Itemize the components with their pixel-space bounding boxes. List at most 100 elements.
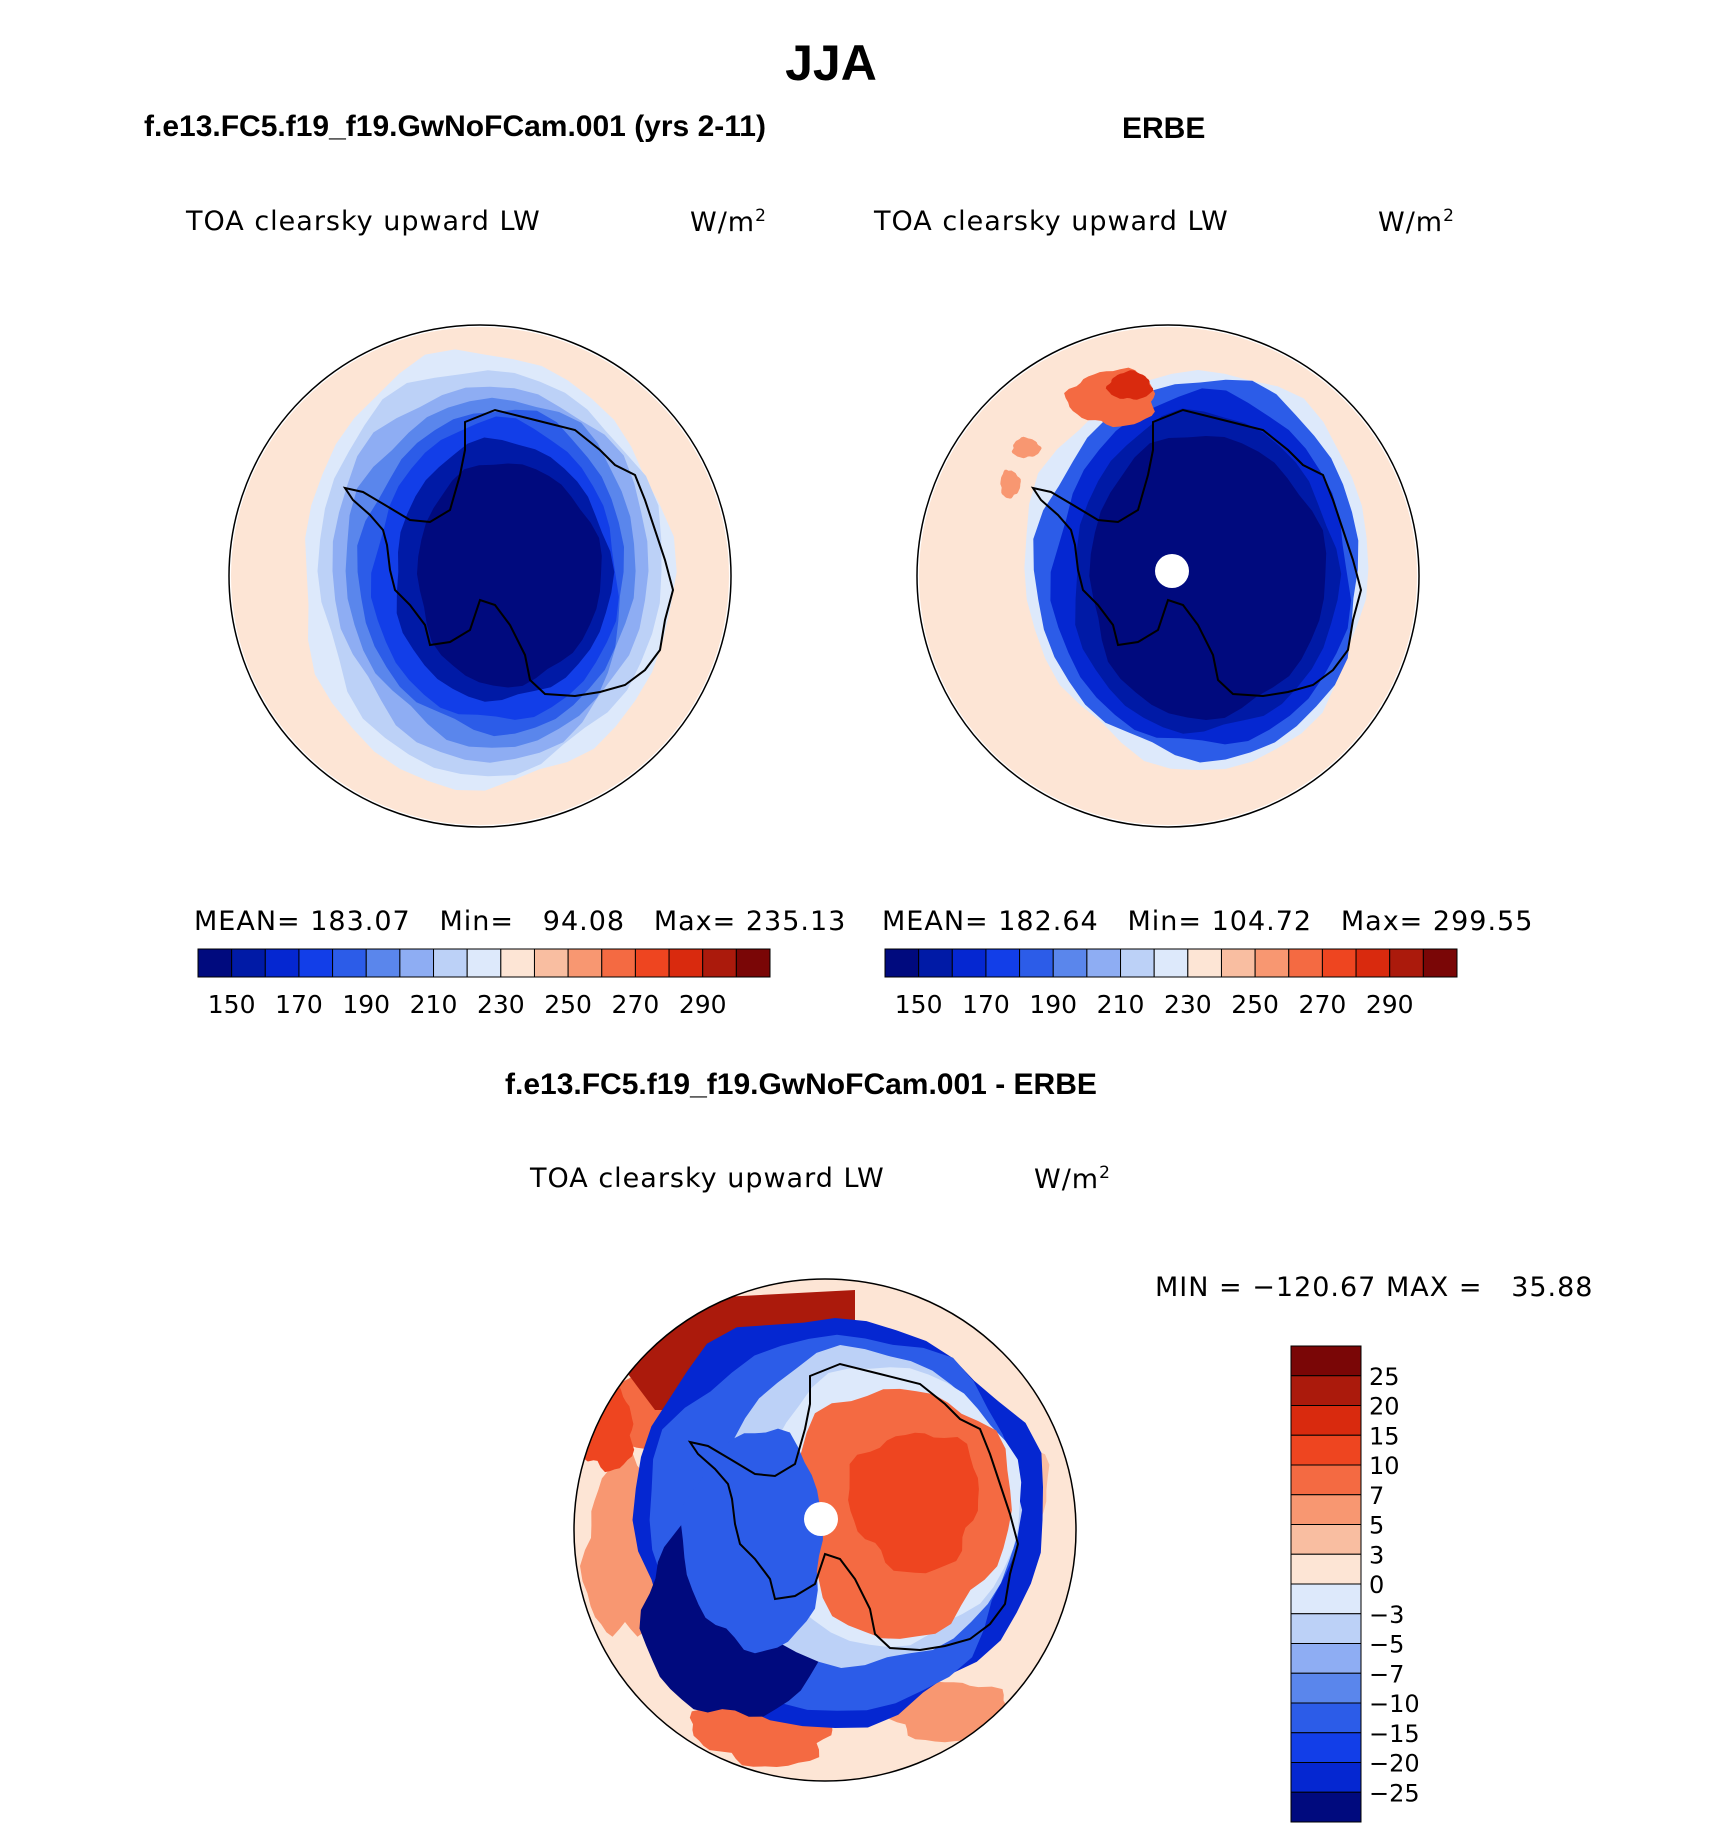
contour-high-250: [1000, 469, 1021, 499]
colorbar-tick-label: 270: [612, 990, 660, 1019]
contour-band-140: [1089, 436, 1327, 720]
colorbar-box: [1290, 1791, 1362, 1823]
contour-band--15: [848, 1432, 979, 1574]
panel-model-variable: TOA clearsky upward LW: [186, 206, 541, 237]
colorbar-box: [1290, 1345, 1362, 1377]
colorbar-box: [1290, 1524, 1362, 1555]
coastline: [1030, 408, 1363, 698]
panel-obs-stats: MEAN= 182.64 Min= 104.72 Max= 299.55: [882, 906, 1534, 937]
colorbar-box: [1290, 1375, 1362, 1406]
colorbar-box: [1290, 1702, 1362, 1734]
colorbar-tick-label: 210: [410, 990, 458, 1019]
colorbar-box: [533, 948, 569, 978]
panel-diff-units: W/m2: [1034, 1163, 1111, 1195]
map-panel-1: [916, 324, 1420, 828]
panel-diff-stats: MIN = −120.67 MAX = 35.88: [1155, 1272, 1594, 1303]
colorbar-0: 150 170 190 210 230 250 270 290: [197, 948, 771, 1019]
colorbar-tick-label: 250: [544, 990, 592, 1019]
colorbar-box: [231, 948, 266, 978]
colorbar-box: [1288, 948, 1323, 978]
colorbar-tick-label: 10: [1369, 1452, 1400, 1480]
colorbar-box: [884, 948, 920, 978]
colorbar-box: [735, 948, 771, 978]
map-border: [916, 324, 1420, 828]
panel-diff-variable: TOA clearsky upward LW: [530, 1163, 885, 1194]
colorbar-box: [500, 948, 535, 978]
panel-diff-header: f.e13.FC5.f19_f19.GwNoFCam.001 - ERBE: [505, 1068, 1097, 1101]
colorbar-tick-label: 230: [1164, 990, 1212, 1019]
panel-model-units: W/m2: [690, 206, 767, 238]
colorbar-box: [1290, 1583, 1362, 1615]
colorbar-tick-label: −3: [1369, 1601, 1404, 1629]
colorbar-box: [365, 948, 401, 978]
colorbar-box: [634, 948, 670, 978]
colorbar-box: [1086, 948, 1122, 978]
colorbar-box: [1052, 948, 1088, 978]
colorbar-tick-label: 20: [1369, 1393, 1400, 1421]
colorbar-box: [1290, 1494, 1362, 1525]
colorbar-box: [264, 948, 300, 978]
colorbar-box: [702, 948, 737, 978]
colorbar-tick-label: −20: [1369, 1750, 1420, 1778]
colorbar-box: [1422, 948, 1458, 978]
colorbar-box: [1389, 948, 1424, 978]
panel-obs-variable: TOA clearsky upward LW: [874, 206, 1229, 237]
colorbar-box: [1290, 1762, 1362, 1793]
colorbar-tick-label: 0: [1369, 1571, 1384, 1599]
colorbar-box: [1019, 948, 1054, 978]
colorbar-box: [1187, 948, 1222, 978]
colorbar-tick-label: −7: [1369, 1660, 1404, 1688]
colorbar-tick-label: 7: [1369, 1482, 1384, 1510]
colorbar-box: [197, 948, 233, 978]
map-panel-2: [573, 1278, 1077, 1782]
colorbar-tick-label: 25: [1369, 1363, 1400, 1391]
colorbar-box: [951, 948, 987, 978]
colorbar-box: [1220, 948, 1256, 978]
colorbar-tick-label: 270: [1299, 990, 1347, 1019]
colorbar-tick-label: 150: [208, 990, 256, 1019]
colorbar-box: [567, 948, 603, 978]
missing-pole: [1155, 554, 1189, 588]
colorbar-box: [1290, 1672, 1362, 1704]
colorbar-box: [298, 948, 334, 978]
colorbar-tick-label: 230: [477, 990, 525, 1019]
colorbar-box: [668, 948, 704, 978]
coastline: [687, 1362, 1020, 1652]
colorbar-box: [466, 948, 502, 978]
panel-obs-units: W/m2: [1378, 206, 1455, 238]
colorbar-tick-label: 190: [1029, 990, 1077, 1019]
colorbar-tick-label: −10: [1369, 1690, 1420, 1718]
colorbar-tick-label: 210: [1097, 990, 1145, 1019]
contour-band-140: [417, 463, 602, 688]
colorbar-box: [601, 948, 636, 978]
colorbar-box: [1120, 948, 1155, 978]
colorbar-box: [433, 948, 468, 978]
colorbar-tick-label: 290: [679, 990, 727, 1019]
colorbar-box: [918, 948, 953, 978]
colorbar-1: 150 170 190 210 230 250 270 290: [884, 948, 1458, 1019]
colorbar-box: [1321, 948, 1357, 978]
colorbar-box: [1290, 1464, 1362, 1496]
colorbar-box: [399, 948, 435, 978]
colorbar-tick-label: −5: [1369, 1631, 1404, 1659]
colorbar-tick-label: 250: [1231, 990, 1279, 1019]
colorbar-box: [1290, 1405, 1362, 1436]
colorbar-box: [1290, 1613, 1362, 1644]
panel-model-stats: MEAN= 183.07 Min= 94.08 Max= 235.13: [194, 906, 847, 937]
colorbar-tick-label: 170: [962, 990, 1010, 1019]
colorbar-box: [985, 948, 1021, 978]
colorbar-box: [1290, 1434, 1362, 1466]
colorbar-tick-label: −25: [1369, 1779, 1420, 1807]
colorbar-tick-label: 3: [1369, 1541, 1384, 1569]
colorbar-tick-label: −15: [1369, 1720, 1420, 1748]
colorbar-tick-label: 5: [1369, 1512, 1384, 1540]
colorbar-tick-label: 170: [275, 990, 323, 1019]
panel-obs-header: ERBE: [1122, 112, 1206, 145]
colorbar-tick-label: 190: [342, 990, 390, 1019]
figure-title: JJA: [785, 35, 877, 91]
colorbar-box: [1290, 1553, 1362, 1585]
colorbar-box: [1355, 948, 1391, 978]
coastline: [342, 408, 675, 698]
